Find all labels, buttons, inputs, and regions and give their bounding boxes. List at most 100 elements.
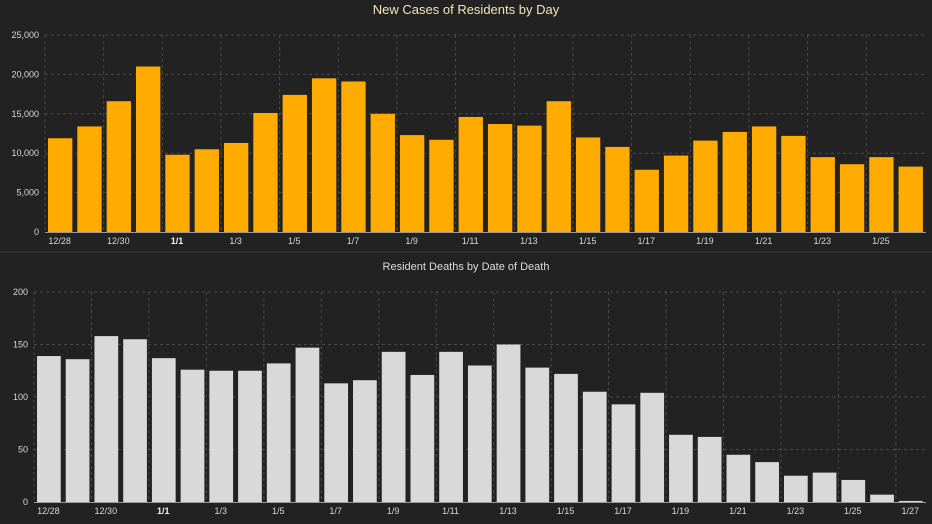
bar-1-20 <box>722 131 747 232</box>
bar-1-23 <box>783 475 808 502</box>
bar-1-6 <box>311 78 337 232</box>
x-tick-label: 1/7 <box>329 506 342 516</box>
bar-1-3 <box>209 370 234 502</box>
bar-1-23 <box>810 157 835 232</box>
x-tick-label: 1/17 <box>637 236 655 246</box>
chart-title: New Cases of Residents by Day <box>373 2 560 17</box>
bar-1-5 <box>282 94 307 232</box>
y-tick-label: 10,000 <box>11 148 39 158</box>
x-tick-label: 1/13 <box>520 236 538 246</box>
x-tick-label: 1/11 <box>462 236 479 246</box>
x-tick-label: 1/23 <box>813 236 831 246</box>
x-tick-label: 1/13 <box>499 506 517 516</box>
bar-1-24 <box>812 472 837 502</box>
x-tick-label: 12/30 <box>107 236 130 246</box>
x-tick-label: 1/25 <box>872 236 890 246</box>
bar-1-10 <box>429 139 454 232</box>
x-axis-ticks: 12/28 12/30 1/1 1/3 1/5 1/7 1/9 1/11 1/13 1/15 1/1… <box>37 506 919 516</box>
bar-1-5 <box>266 363 291 502</box>
y-tick-label: 20,000 <box>11 69 39 79</box>
y-tick-label: 5,000 <box>16 188 39 198</box>
x-tick-label: 1/25 <box>844 506 862 516</box>
y-tick-label: 0 <box>34 227 39 237</box>
bar-1-14 <box>525 367 550 502</box>
bar-1-6 <box>295 347 320 502</box>
bar-12-28 <box>37 356 61 502</box>
bar-1-24 <box>839 164 865 232</box>
gridlines <box>33 291 926 502</box>
bar-1-18 <box>640 392 665 502</box>
y-tick-label: 100 <box>13 392 28 402</box>
x-tick-label: 1/15 <box>579 236 597 246</box>
y-tick-label: 50 <box>18 445 28 455</box>
new-cases-chart: New Cases of Residents by Day 0 5,000 10,0… <box>11 2 926 246</box>
y-axis-ticks: 0 5,000 10,000 15,000 20,000 25,000 <box>11 30 39 237</box>
x-tick-label: 1/21 <box>729 506 747 516</box>
bar-12-31 <box>123 339 147 502</box>
x-tick-label: 1/9 <box>405 236 418 246</box>
x-tick-label: 1/9 <box>387 506 400 516</box>
bar-1-1 <box>151 358 176 502</box>
gridlines <box>44 34 926 232</box>
bar-1-12 <box>467 365 492 502</box>
x-tick-label: 1/27 <box>901 506 919 516</box>
bar-1-17 <box>634 169 659 232</box>
y-tick-label: 200 <box>13 287 28 297</box>
bar-1-14 <box>546 101 571 232</box>
bar-1-7 <box>341 81 366 232</box>
bar-1-17 <box>611 404 636 502</box>
y-tick-label: 150 <box>13 340 28 350</box>
bar-1-18 <box>663 155 689 232</box>
bar-1-22 <box>781 135 806 232</box>
bar-1-19 <box>669 434 693 502</box>
bar-1-8 <box>370 113 395 232</box>
bar-1-10 <box>410 374 435 502</box>
bars <box>37 336 923 502</box>
x-tick-label: 1/1 <box>157 506 170 516</box>
x-tick-label: 12/28 <box>48 236 71 246</box>
resident-deaths-chart: Resident Deaths by Date of Death 0 50 100 1… <box>13 261 926 516</box>
bar-1-13 <box>496 344 521 502</box>
bar-12-31 <box>135 66 161 233</box>
bar-12-28 <box>48 138 73 232</box>
bar-1-27 <box>898 500 923 502</box>
bar-1-26 <box>870 494 894 502</box>
bar-1-22 <box>755 462 779 502</box>
y-tick-label: 15,000 <box>11 109 39 119</box>
bar-1-13 <box>517 125 542 232</box>
x-tick-label: 1/11 <box>442 506 459 516</box>
x-tick-label: 1/21 <box>755 236 773 246</box>
bar-1-21 <box>751 126 777 232</box>
x-tick-label: 1/5 <box>272 506 285 516</box>
bar-1-19 <box>693 140 718 232</box>
x-tick-label: 1/3 <box>229 236 242 246</box>
bar-1-16 <box>582 391 607 502</box>
x-tick-label: 1/5 <box>288 236 301 246</box>
bar-1-9 <box>381 351 406 502</box>
chart-title: Resident Deaths by Date of Death <box>383 261 550 273</box>
y-tick-label: 0 <box>23 497 28 507</box>
x-tick-label: 1/3 <box>214 506 227 516</box>
x-tick-label: 1/19 <box>672 506 690 516</box>
x-tick-label: 1/7 <box>347 236 360 246</box>
x-tick-label: 1/1 <box>171 236 184 246</box>
bar-12-30 <box>106 101 131 232</box>
bar-1-3 <box>223 142 249 232</box>
bar-1-21 <box>726 454 751 502</box>
bar-1-1 <box>165 154 190 232</box>
x-tick-label: 1/15 <box>557 506 575 516</box>
bar-1-12 <box>487 124 513 232</box>
bars <box>48 66 923 233</box>
bar-1-16 <box>605 146 630 232</box>
bar-1-11 <box>439 351 463 502</box>
bar-1-20 <box>697 436 722 502</box>
x-axis-ticks: 12/28 12/30 1/1 1/3 1/5 1/7 1/9 1/11 1/13 1/15 1/1… <box>48 236 889 246</box>
bar-1-2 <box>180 369 205 502</box>
x-tick-label: 12/30 <box>95 506 118 516</box>
x-tick-label: 12/28 <box>37 506 60 516</box>
bar-12-30 <box>94 336 119 502</box>
bar-1-2 <box>194 149 219 232</box>
bar-12-29 <box>65 359 90 502</box>
x-tick-label: 1/19 <box>696 236 714 246</box>
